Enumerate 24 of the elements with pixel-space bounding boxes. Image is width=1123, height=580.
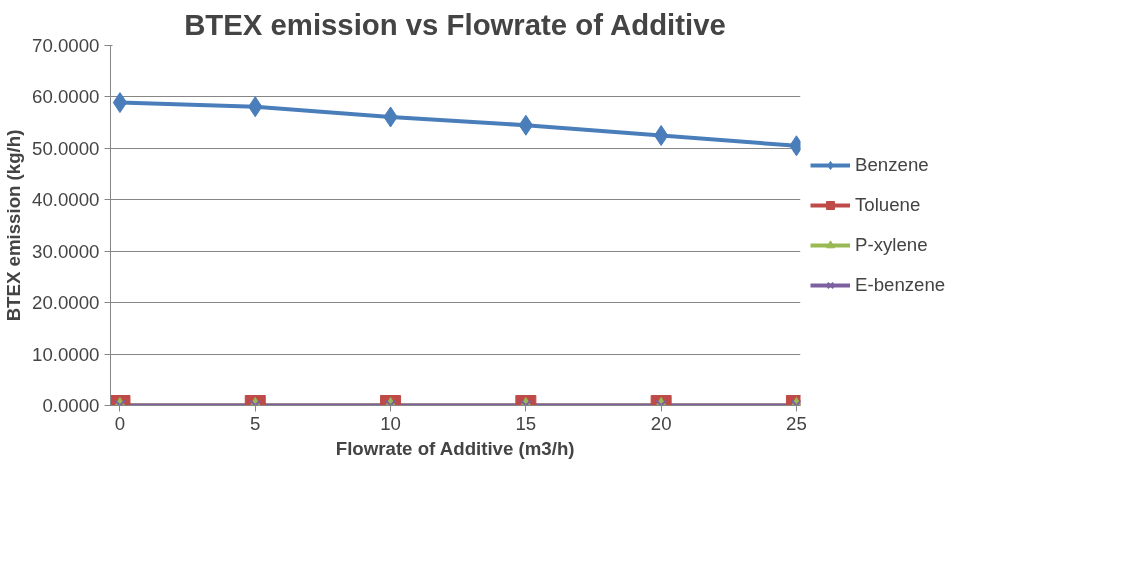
legend-label: Benzene [855, 154, 929, 176]
x-tick-label: 10 [380, 412, 401, 434]
y-tick-label: 60.0000 [32, 86, 100, 108]
y-tick-label: 50.0000 [32, 137, 100, 159]
y-tick-label: 20.0000 [32, 292, 100, 314]
legend-label: E-benzene [855, 274, 946, 296]
x-tick-label: 20 [650, 412, 672, 434]
point [518, 114, 534, 136]
x-tick-label: 5 [250, 412, 261, 434]
y-tick-label: 10.0000 [32, 343, 100, 365]
legend-label: P-xylene [855, 234, 928, 256]
point [112, 92, 128, 114]
x-tick-label: 0 [114, 412, 126, 434]
y-tick-label: 30.0000 [32, 240, 100, 262]
point [653, 125, 669, 146]
x-axis-title: Flowrate of Additive (m3/h) [335, 437, 575, 459]
legend-label: Toluene [855, 194, 921, 216]
x-tick-label: 25 [786, 412, 807, 434]
y-tick-label: 70.0000 [32, 35, 100, 56]
y-tick-label: 40.0000 [32, 189, 100, 211]
chart-title: BTEX emission vs Flowrate of Additive [184, 7, 726, 41]
y-tick-label: 0.0000 [42, 395, 100, 416]
x-tick-label: 15 [515, 412, 537, 434]
y-axis-title: BTEX emission (kg/h) [3, 129, 25, 322]
